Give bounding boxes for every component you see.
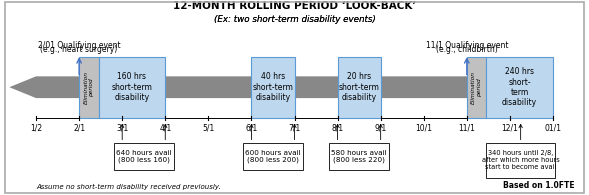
Text: (Ex: two short-term disability events): (Ex: two short-term disability events) — [214, 15, 375, 24]
Text: 2/01 Qualifying event: 2/01 Qualifying event — [38, 41, 120, 50]
FancyBboxPatch shape — [114, 143, 174, 170]
Text: 160 hrs
short-term
disability: 160 hrs short-term disability — [111, 72, 153, 102]
Text: 12-MONTH ROLLING PERIOD ‘LOOK-BACK’: 12-MONTH ROLLING PERIOD ‘LOOK-BACK’ — [173, 1, 416, 11]
Text: 600 hours avail
(800 less 200): 600 hours avail (800 less 200) — [245, 150, 301, 163]
Text: 9/1: 9/1 — [375, 124, 387, 133]
Text: 5/1: 5/1 — [202, 124, 214, 133]
Text: 20 hrs
short-term
disability: 20 hrs short-term disability — [339, 72, 379, 102]
Text: (Ex: two short-term disability events): (Ex: two short-term disability events) — [214, 15, 375, 24]
Text: (e.g., heart surgery): (e.g., heart surgery) — [41, 45, 118, 54]
Text: 3/1: 3/1 — [116, 124, 128, 133]
Text: 40 hrs
short-term
disability: 40 hrs short-term disability — [253, 72, 293, 102]
Text: Assume no short-term disability received previously.: Assume no short-term disability received… — [36, 184, 221, 190]
Text: 2/1: 2/1 — [73, 124, 85, 133]
FancyBboxPatch shape — [252, 57, 294, 118]
Text: 11/1: 11/1 — [458, 124, 475, 133]
Text: 580 hours avail
(800 less 220): 580 hours avail (800 less 220) — [331, 150, 387, 163]
Text: 12/1: 12/1 — [501, 124, 518, 133]
FancyBboxPatch shape — [79, 57, 98, 118]
Text: (e.g., childbirth): (e.g., childbirth) — [436, 45, 498, 54]
Text: 1/2: 1/2 — [30, 124, 42, 133]
Text: 4/1: 4/1 — [159, 124, 171, 133]
FancyBboxPatch shape — [337, 57, 380, 118]
Text: 6/1: 6/1 — [245, 124, 257, 133]
Text: 7/1: 7/1 — [289, 124, 300, 133]
Text: 8/1: 8/1 — [332, 124, 343, 133]
Text: Elimination
period: Elimination period — [84, 71, 94, 104]
FancyBboxPatch shape — [243, 143, 303, 170]
Text: 240 hrs
short-
term
disability: 240 hrs short- term disability — [502, 67, 537, 107]
Text: 11/1 Qualifying event: 11/1 Qualifying event — [426, 41, 508, 50]
Text: Based on 1.0FTE: Based on 1.0FTE — [503, 181, 574, 190]
FancyBboxPatch shape — [467, 57, 486, 118]
Text: Elimination
period: Elimination period — [471, 71, 482, 104]
Text: 340 hours until 2/8,
after which more hours
start to become avail: 340 hours until 2/8, after which more ho… — [482, 150, 560, 170]
Text: 01/1: 01/1 — [544, 124, 561, 133]
FancyBboxPatch shape — [486, 57, 553, 118]
Text: 640 hours avail
(800 less 160): 640 hours avail (800 less 160) — [116, 150, 171, 163]
FancyBboxPatch shape — [329, 143, 389, 170]
Text: 10/1: 10/1 — [415, 124, 432, 133]
FancyBboxPatch shape — [487, 143, 555, 178]
FancyBboxPatch shape — [98, 57, 166, 118]
Polygon shape — [9, 76, 553, 98]
